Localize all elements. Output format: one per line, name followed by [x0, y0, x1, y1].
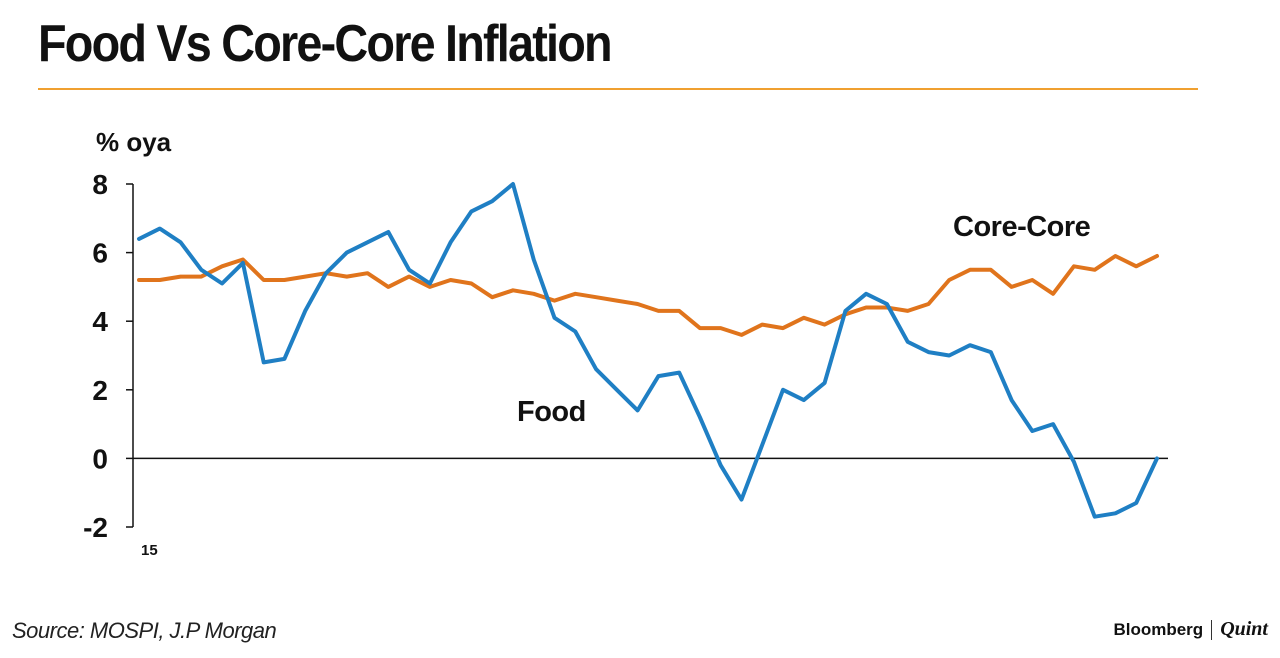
y-tick-label: 6 — [92, 238, 108, 269]
y-axis-label: % oya — [96, 127, 172, 157]
source-note: Source: MOSPI, J.P Morgan — [12, 618, 277, 643]
y-tick-label: -2 — [83, 512, 108, 543]
y-tick-label: 8 — [92, 169, 108, 200]
title-divider — [38, 88, 1198, 90]
y-tick-label: 4 — [92, 306, 108, 337]
brand-logo: Bloomberg Quint — [1113, 618, 1268, 641]
brand-bloomberg: Bloomberg — [1113, 619, 1204, 639]
y-tick-label: 2 — [92, 375, 108, 406]
series-line-food — [137, 182, 1159, 519]
x-tick-label: 15 — [141, 542, 158, 559]
brand-quint: Quint — [1220, 618, 1268, 640]
line-chart: % oya 8 6 4 2 0 -2 15 Food Core-Core — [83, 127, 1168, 559]
series-label-food: Food — [517, 396, 586, 428]
y-tick-label: 0 — [92, 443, 108, 474]
brand-separator — [1211, 619, 1213, 640]
series-label-core-core: Core-Core — [953, 211, 1091, 243]
series-line-core-core — [137, 254, 1159, 337]
chart-title: Food Vs Core-Core Inflation — [38, 15, 613, 73]
